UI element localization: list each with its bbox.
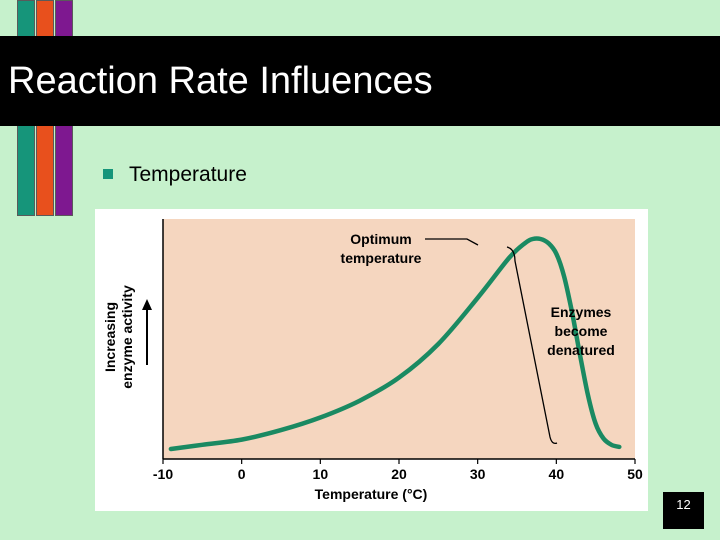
- bullet-temperature: Temperature: [129, 163, 247, 186]
- up-arrow-icon: [142, 299, 152, 310]
- x-tick-label: 10: [313, 466, 329, 482]
- annotation-optimum-line1: Optimum: [350, 231, 411, 247]
- x-tick-label: 20: [391, 466, 407, 482]
- title-band: [0, 36, 720, 126]
- x-tick-label: 50: [627, 466, 643, 482]
- x-tick-label: 0: [238, 466, 246, 482]
- annotation-denatured-line3: denatured: [547, 342, 615, 358]
- y-axis-label-line1: Increasing: [102, 302, 118, 372]
- x-axis-label: Temperature (°C): [315, 486, 428, 502]
- annotation-optimum-line2: temperature: [341, 250, 422, 266]
- annotation-denatured-line1: Enzymes: [551, 304, 612, 320]
- enzyme-activity-chart: -10 0 10 20 30 40 50 Temperature (°C) Increasi…: [102, 219, 643, 502]
- y-axis-label-line2: enzyme activity: [119, 285, 135, 389]
- x-tick-label: 30: [470, 466, 486, 482]
- annotation-denatured-brace: [506, 246, 558, 445]
- bullet-square-icon: [103, 169, 113, 179]
- enzyme-activity-figure: -10 0 10 20 30 40 50 Temperature (°C) Increasi…: [95, 209, 648, 511]
- slide-number: 12: [663, 492, 704, 529]
- series-line-enzyme-activity: [168, 236, 622, 452]
- slide-title: Reaction Rate Influences: [8, 60, 433, 102]
- annotation-optimum-leader: [425, 238, 479, 246]
- annotation-denatured-line2: become: [555, 323, 608, 339]
- x-tick-label: -10: [153, 466, 173, 482]
- x-tick-label: 40: [549, 466, 565, 482]
